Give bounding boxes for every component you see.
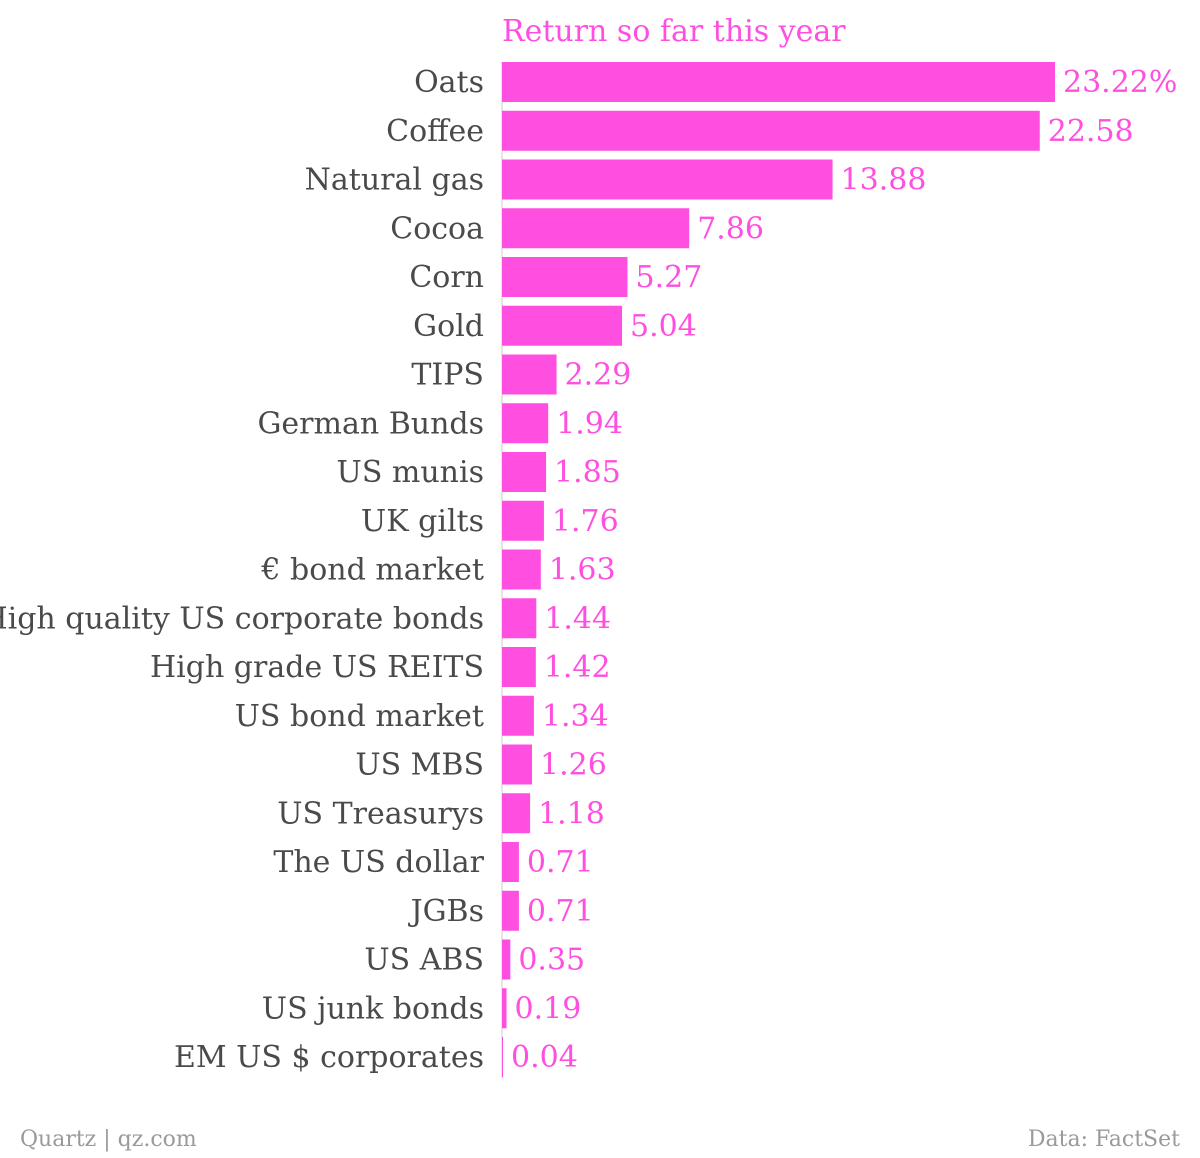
category-label: EM US $ corporates bbox=[174, 1040, 484, 1075]
value-label: 1.63 bbox=[549, 553, 616, 588]
bars-group: Oats 23.22% Coffee 22.58 Natural gas 13.88 Coc… bbox=[0, 62, 1177, 1077]
category-label: UK gilts bbox=[361, 504, 484, 539]
value-label: 5.04 bbox=[630, 309, 697, 344]
category-label: US bond market bbox=[235, 699, 484, 734]
value-label: 0.71 bbox=[527, 894, 594, 929]
bar bbox=[502, 110, 1040, 151]
category-label: Corn bbox=[409, 260, 484, 295]
category-label: US munis bbox=[337, 455, 484, 490]
value-label: 1.76 bbox=[552, 504, 619, 539]
value-label: 2.29 bbox=[565, 358, 632, 393]
value-label: 0.35 bbox=[518, 943, 585, 978]
bar bbox=[502, 354, 557, 395]
value-label: 13.88 bbox=[841, 163, 927, 198]
category-label: Cocoa bbox=[390, 211, 484, 246]
category-label: US junk bonds bbox=[262, 991, 484, 1026]
category-label: High quality US corporate bonds bbox=[0, 601, 484, 636]
value-label: 1.42 bbox=[544, 650, 611, 685]
bar bbox=[502, 549, 541, 590]
value-label: 1.18 bbox=[538, 796, 605, 831]
bar bbox=[502, 500, 544, 541]
bar bbox=[502, 62, 1055, 102]
value-label: 1.94 bbox=[556, 406, 623, 441]
category-label: The US dollar bbox=[273, 845, 484, 880]
bar bbox=[502, 159, 833, 200]
category-label: Natural gas bbox=[305, 163, 484, 198]
category-label: € bond market bbox=[260, 553, 484, 588]
bar bbox=[502, 647, 536, 687]
value-label: 1.26 bbox=[540, 748, 607, 783]
bar bbox=[502, 939, 511, 980]
category-label: US Treasurys bbox=[277, 796, 484, 831]
category-label: JGBs bbox=[408, 894, 484, 929]
category-label: US ABS bbox=[364, 943, 484, 978]
source-credit: Quartz | qz.com bbox=[20, 1127, 197, 1152]
category-label: German Bunds bbox=[257, 406, 484, 441]
category-label: Coffee bbox=[386, 114, 484, 149]
value-label: 1.34 bbox=[542, 699, 609, 734]
value-label: 0.71 bbox=[527, 845, 594, 880]
category-label: High grade US REITS bbox=[150, 650, 484, 685]
value-label: 7.86 bbox=[697, 211, 764, 246]
bar bbox=[502, 988, 507, 1029]
bar bbox=[502, 257, 628, 297]
value-label: 0.19 bbox=[515, 991, 582, 1026]
bar bbox=[502, 452, 547, 492]
category-label: Oats bbox=[414, 65, 484, 100]
value-label: 5.27 bbox=[636, 260, 703, 295]
bar bbox=[502, 208, 690, 249]
bar bbox=[502, 305, 623, 346]
category-label: US MBS bbox=[355, 748, 484, 783]
data-source: Data: FactSet bbox=[1027, 1127, 1180, 1152]
bar bbox=[502, 1037, 503, 1077]
chart-title: Return so far this year bbox=[502, 14, 846, 49]
bar bbox=[502, 744, 533, 785]
bar-chart: Return so far this year Oats 23.22% Coffee… bbox=[0, 14, 1177, 1078]
value-label: 23.22% bbox=[1063, 65, 1177, 100]
bar bbox=[502, 793, 531, 834]
category-label: TIPS bbox=[411, 358, 484, 393]
bar bbox=[502, 842, 519, 882]
category-label: Gold bbox=[413, 309, 484, 344]
bar bbox=[502, 598, 537, 639]
value-label: 1.85 bbox=[554, 455, 621, 490]
bar bbox=[502, 403, 549, 444]
value-label: 0.04 bbox=[511, 1040, 578, 1075]
bar bbox=[502, 890, 519, 931]
value-label: 22.58 bbox=[1048, 114, 1134, 149]
bar bbox=[502, 695, 534, 736]
value-label: 1.44 bbox=[544, 601, 611, 636]
